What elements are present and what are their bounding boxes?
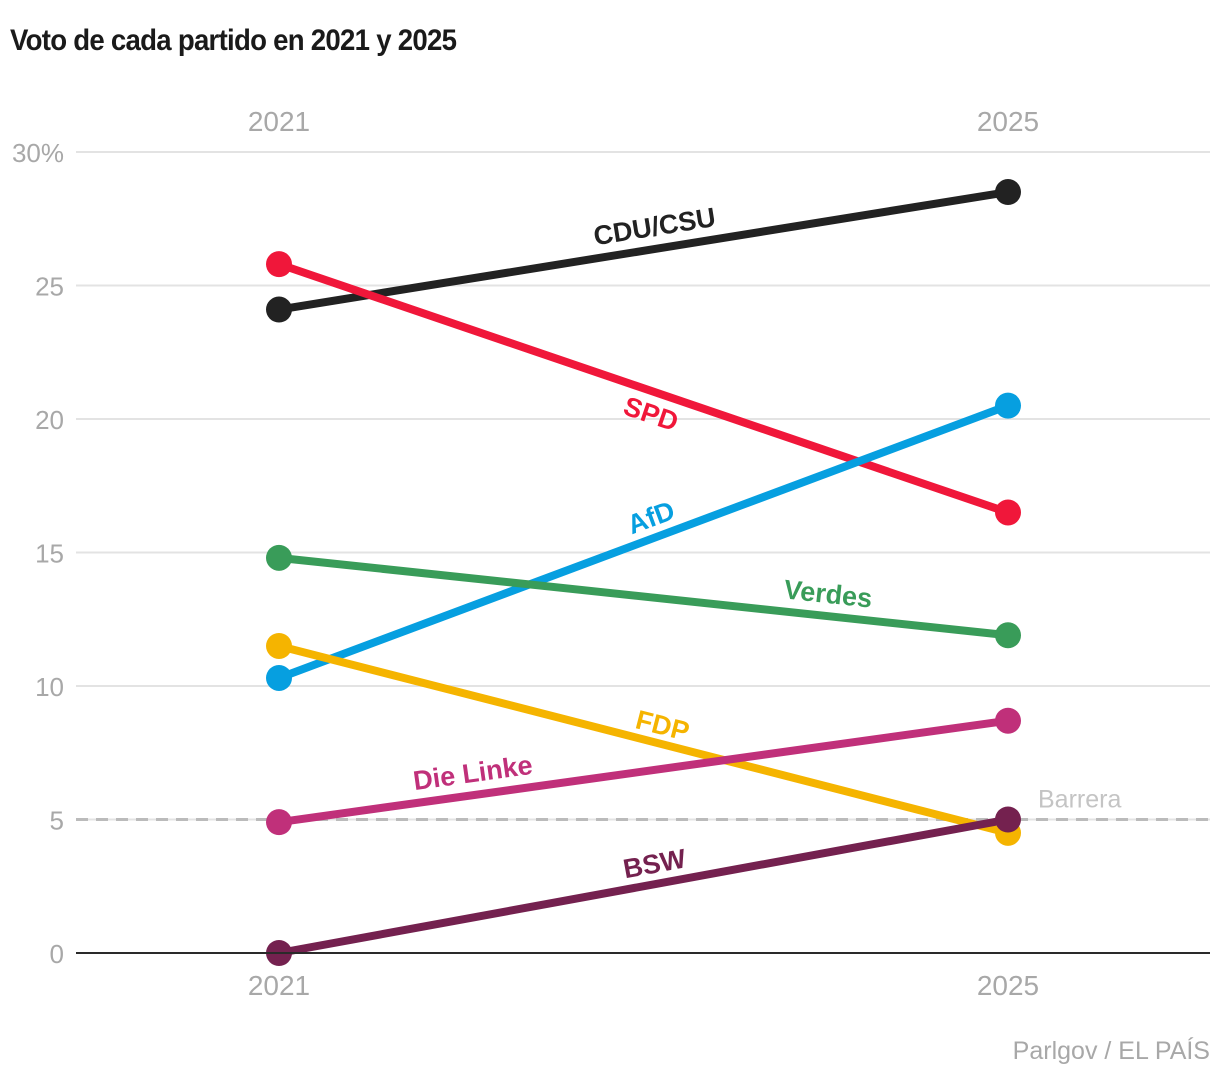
series-line <box>278 642 1009 837</box>
series-line <box>278 188 1009 314</box>
source-note: Parlgov / EL PAÍS <box>1012 1037 1210 1065</box>
data-point <box>266 632 292 659</box>
threshold-label: Barrera <box>1038 786 1121 814</box>
data-point <box>995 806 1021 833</box>
y-tick-label: 20 <box>35 405 64 435</box>
x-tick-label-top: 2021 <box>248 106 310 137</box>
data-point <box>995 707 1021 734</box>
series-label: Verdes <box>782 574 873 613</box>
y-tick-label: 5 <box>50 806 64 836</box>
data-point <box>266 251 292 278</box>
series-line <box>277 401 1010 682</box>
data-point <box>995 179 1021 206</box>
data-point <box>266 296 292 323</box>
x-tick-label-bottom: 2025 <box>977 970 1039 1001</box>
x-tick-label-top: 2025 <box>977 106 1039 137</box>
y-tick-label: 10 <box>35 672 64 702</box>
series-line <box>278 716 1009 827</box>
y-tick-label: 30% <box>12 138 64 168</box>
y-tick-label: 0 <box>50 939 64 969</box>
data-point <box>266 544 292 571</box>
data-point <box>995 622 1021 649</box>
y-tick-label: 15 <box>35 539 64 569</box>
data-point <box>995 392 1021 419</box>
data-point <box>266 809 292 836</box>
series-line <box>278 815 1009 957</box>
data-point <box>995 499 1021 526</box>
x-tick-label-bottom: 2021 <box>248 970 310 1001</box>
series-line <box>278 553 1009 640</box>
series-line <box>277 260 1010 517</box>
y-tick-label: 25 <box>35 272 64 302</box>
series-label-group: Verdes <box>782 574 873 613</box>
data-point <box>266 664 292 691</box>
chart-title: Voto de cada partido en 2021 y 2025 <box>10 24 457 57</box>
